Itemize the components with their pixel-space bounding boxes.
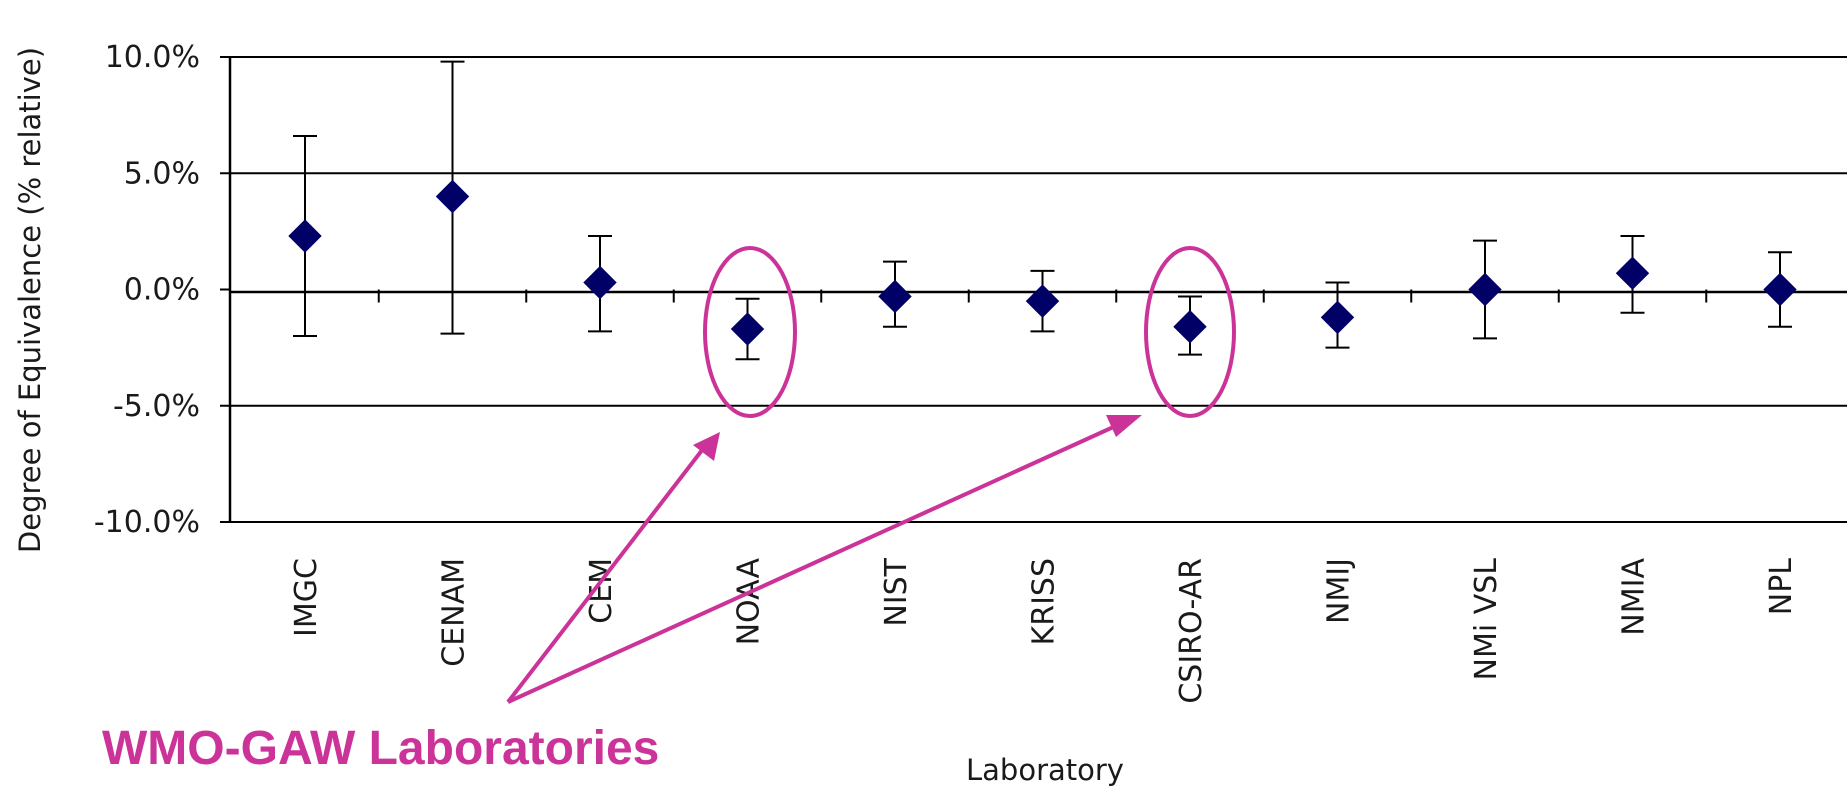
- data-point-nmi-vsl: [1468, 272, 1502, 307]
- annotation-layer: WMO-GAW Laboratories: [102, 246, 1236, 775]
- x-tick-label: CSIRO-AR: [1174, 558, 1209, 704]
- x-tick-label: NMIA: [1617, 558, 1652, 636]
- data-point-cenam: [435, 179, 470, 214]
- y-axis-title: Degree of Equivalence (% relative): [13, 47, 47, 553]
- data-point-noaa: [730, 312, 765, 346]
- x-tick-label: KRISS: [1027, 558, 1062, 645]
- x-axis-title: Laboratory: [966, 753, 1124, 787]
- arrowhead-noaa: [693, 432, 720, 461]
- data-points: [288, 179, 1797, 346]
- x-tick-label: CEM: [584, 558, 619, 624]
- x-tick-label: NMi VSL: [1469, 558, 1504, 681]
- y-tick-label: 5.0%: [124, 156, 200, 191]
- x-tick-label: NOAA: [732, 558, 767, 646]
- x-axis-ticks: [377, 289, 1708, 303]
- data-point-npl: [1763, 272, 1797, 307]
- annotation-arrow-csiro-ar: [507, 422, 1121, 704]
- arrowhead-csiro-ar: [1106, 415, 1142, 437]
- y-tick-label: -10.0%: [94, 505, 200, 540]
- annotation-arrow-noaa: [506, 443, 708, 704]
- x-tick-label: NIST: [879, 557, 914, 626]
- data-point-imgc: [288, 219, 322, 253]
- data-point-nmij: [1320, 300, 1355, 335]
- data-point-nmia: [1615, 256, 1650, 290]
- x-tick-label: IMGC: [289, 558, 324, 637]
- x-tick-label: NPL: [1764, 558, 1799, 616]
- data-point-cem: [583, 265, 617, 300]
- data-point-kriss: [1025, 284, 1060, 318]
- x-tick-label: NMIJ: [1322, 558, 1357, 624]
- y-tick-label: 10.0%: [105, 40, 200, 75]
- annotation-label: WMO-GAW Laboratories: [102, 722, 659, 775]
- y-tick-label: -5.0%: [113, 389, 200, 424]
- data-point-csiro-ar: [1173, 309, 1207, 344]
- highlight-ellipse-noaa: [703, 246, 797, 418]
- highlight-ellipse-csiro-ar: [1144, 246, 1236, 418]
- gridlines: [230, 56, 1847, 523]
- y-axis-ticks: 10.0% 5.0% 0.0% -5.0% -10.0%: [94, 40, 230, 540]
- y-tick-label: 0.0%: [124, 273, 200, 308]
- x-tick-label: CENAM: [437, 558, 472, 667]
- category-labels: IMGC CENAM CEM NOAA NIST KRISS CSIRO-AR NMIJ NMi…: [289, 557, 1799, 703]
- data-point-nist: [878, 279, 912, 314]
